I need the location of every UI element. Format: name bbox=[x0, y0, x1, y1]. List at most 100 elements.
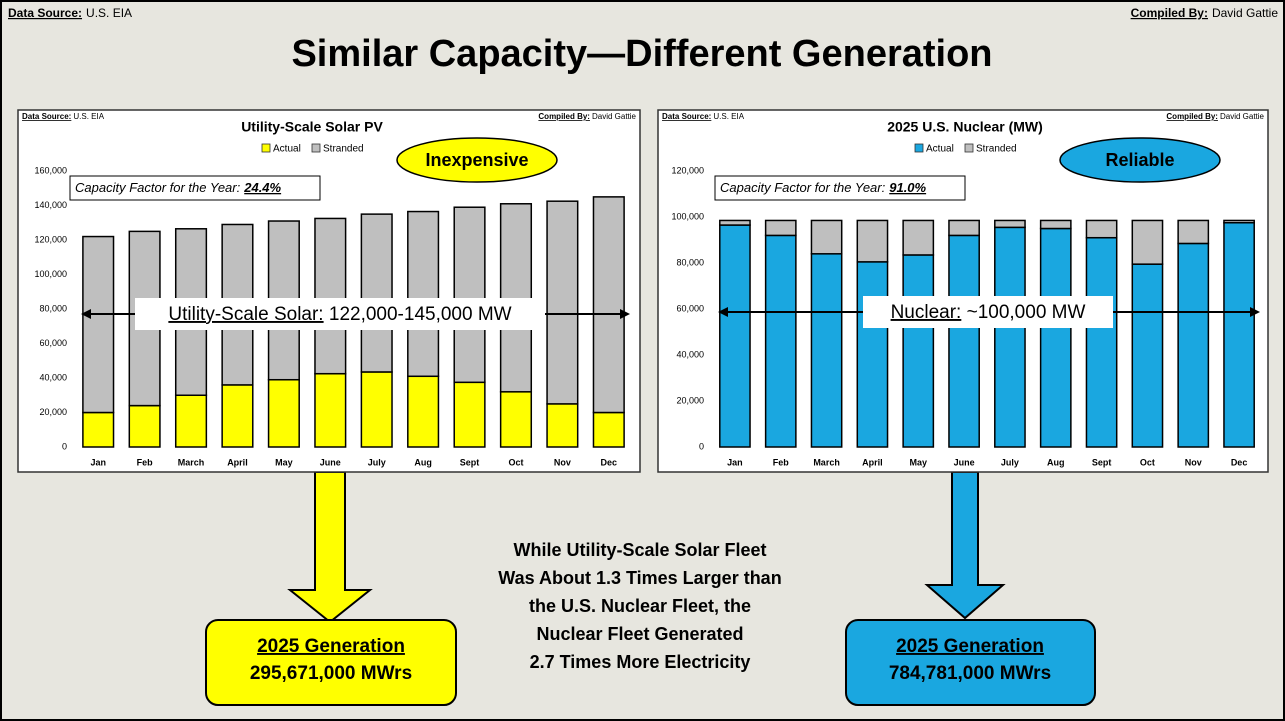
box-heading: 2025 Generation bbox=[896, 636, 1044, 657]
bar-segment bbox=[719, 224, 751, 448]
bar-segment bbox=[267, 378, 300, 448]
y-tick-label: 120,000 bbox=[34, 234, 67, 244]
bar-segment bbox=[407, 210, 440, 378]
bar-segment bbox=[453, 381, 486, 448]
bar-segment bbox=[546, 403, 579, 448]
legend-swatch bbox=[311, 143, 321, 153]
bar-segment bbox=[994, 219, 1026, 229]
x-tick-label: Dec bbox=[1231, 457, 1248, 467]
x-tick-label: March bbox=[178, 457, 205, 467]
x-tick-label: Feb bbox=[137, 457, 154, 467]
cf-value: 91.0% bbox=[889, 180, 926, 195]
summary-line: Was About 1.3 Times Larger than bbox=[498, 568, 781, 588]
down-arrow bbox=[287, 471, 373, 624]
bar-segment bbox=[948, 219, 980, 237]
x-tick-label: July bbox=[1001, 457, 1019, 467]
bar-segment bbox=[82, 411, 115, 448]
y-tick-label: 40,000 bbox=[39, 372, 67, 382]
x-tick-label: Sept bbox=[460, 457, 480, 467]
value: U.S. EIA bbox=[73, 112, 104, 121]
box-value: 784,781,000 MWrs bbox=[889, 663, 1051, 684]
x-tick-label: May bbox=[275, 457, 293, 467]
chart-title: Utility-Scale Solar PV bbox=[241, 119, 383, 135]
y-tick-label: 60,000 bbox=[676, 303, 704, 313]
bar-segment bbox=[1131, 219, 1164, 265]
x-tick-label: Jan bbox=[90, 457, 106, 467]
bar-segment bbox=[174, 394, 208, 448]
bar-segment bbox=[592, 196, 625, 414]
bar-segment bbox=[856, 261, 889, 448]
bar-segment bbox=[82, 235, 115, 414]
bar-segment bbox=[128, 404, 161, 448]
bar-segment bbox=[1177, 219, 1210, 245]
summary-line: 2.7 Times More Electricity bbox=[530, 652, 751, 672]
bar-segment bbox=[314, 372, 347, 448]
y-tick-label: 80,000 bbox=[676, 257, 704, 267]
value: David Gattie bbox=[592, 112, 637, 121]
bar-segment bbox=[810, 253, 843, 448]
legend-label: Stranded bbox=[976, 144, 1017, 155]
y-tick-label: 20,000 bbox=[39, 407, 67, 417]
badge bbox=[1059, 137, 1221, 183]
range-text: Nuclear: ~100,000 MW bbox=[891, 302, 1086, 323]
chart-source: Data Source: U.S. EIA bbox=[662, 112, 745, 121]
bar-segment bbox=[1039, 219, 1072, 230]
label: Data Source: bbox=[662, 112, 711, 121]
x-tick-label: Nov bbox=[554, 457, 571, 467]
generation-box bbox=[845, 619, 1096, 706]
x-tick-label: June bbox=[954, 457, 975, 467]
label: Compiled By: bbox=[1166, 112, 1218, 121]
bar-segment bbox=[764, 234, 797, 448]
bar-segment bbox=[1085, 236, 1118, 448]
x-tick-label: Jan bbox=[727, 457, 743, 467]
bar-segment bbox=[764, 219, 797, 237]
legend-label: Actual bbox=[273, 144, 301, 155]
y-tick-label: 20,000 bbox=[676, 395, 704, 405]
cf-box bbox=[69, 175, 321, 201]
x-tick-label: June bbox=[320, 457, 341, 467]
range-box bbox=[135, 298, 545, 330]
down-arrow bbox=[924, 471, 1006, 620]
bar-segment bbox=[360, 371, 393, 448]
y-tick-label: 100,000 bbox=[671, 211, 704, 221]
bar-segment bbox=[994, 226, 1026, 448]
bar-segment bbox=[948, 234, 980, 448]
bar-segment bbox=[1131, 263, 1164, 448]
bar-segment bbox=[314, 217, 347, 375]
range-value: ~100,000 MW bbox=[961, 302, 1085, 323]
x-tick-label: Dec bbox=[601, 457, 618, 467]
x-tick-label: April bbox=[862, 457, 883, 467]
legend-swatch bbox=[261, 143, 271, 153]
label: Data Source: bbox=[22, 112, 71, 121]
value: David Gattie bbox=[1212, 6, 1278, 20]
y-tick-label: 60,000 bbox=[39, 338, 67, 348]
bar-segment bbox=[1223, 219, 1255, 224]
bar-segment bbox=[902, 219, 935, 256]
label: Compiled By: bbox=[1131, 6, 1208, 20]
value: U.S. EIA bbox=[86, 6, 132, 20]
bar-segment bbox=[360, 213, 393, 373]
box-value: 295,671,000 MWrs bbox=[250, 663, 412, 684]
label: Data Source: bbox=[8, 6, 82, 20]
range-value: 122,000-145,000 MW bbox=[324, 304, 512, 325]
legend-label: Stranded bbox=[323, 144, 364, 155]
box-heading: 2025 Generation bbox=[257, 636, 405, 657]
y-tick-label: 120,000 bbox=[671, 165, 704, 175]
range-box bbox=[863, 296, 1113, 328]
value: David Gattie bbox=[1220, 112, 1265, 121]
summary-line: Nuclear Fleet Generated bbox=[536, 624, 743, 644]
bar-segment bbox=[592, 411, 625, 448]
y-tick-label: 140,000 bbox=[34, 200, 67, 210]
bar-segment bbox=[1085, 219, 1118, 239]
bar-segment bbox=[453, 206, 486, 384]
generation-box bbox=[205, 619, 457, 706]
compiled-by: Compiled By: David Gattie bbox=[1131, 6, 1279, 20]
cf-box bbox=[714, 175, 966, 201]
cf-label: Capacity Factor for the Year: bbox=[75, 180, 241, 195]
y-tick-label: 80,000 bbox=[39, 303, 67, 313]
bar-segment bbox=[856, 219, 889, 263]
range-label: Utility-Scale Solar: bbox=[168, 304, 323, 325]
label: Compiled By: bbox=[538, 112, 590, 121]
chart-compiled: Compiled By: David Gattie bbox=[1166, 112, 1264, 121]
cf-text: Capacity Factor for the Year: 24.4% bbox=[75, 180, 282, 195]
